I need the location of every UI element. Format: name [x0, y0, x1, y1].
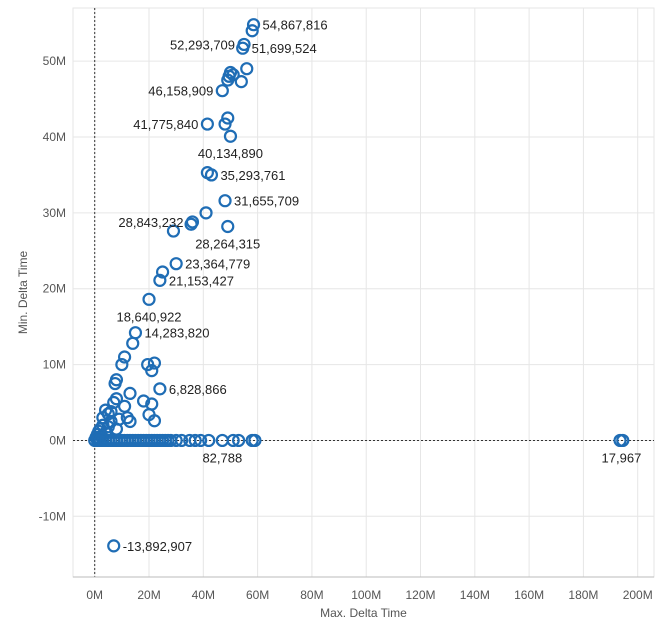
- data-label: 18,640,922: [116, 309, 181, 324]
- data-point: [184, 217, 198, 231]
- y-tick-label: 10M: [43, 358, 66, 372]
- x-tick-label: 0M: [86, 588, 103, 602]
- y-tick-label: 40M: [43, 130, 66, 144]
- data-point: [117, 350, 132, 364]
- data-point: [194, 433, 208, 448]
- data-point: [174, 433, 189, 448]
- y-tick-label: 50M: [43, 54, 66, 68]
- y-tick-label: 30M: [43, 206, 66, 220]
- data-point: [155, 265, 170, 279]
- data-point: [169, 433, 183, 448]
- data-label: 52,293,709: [170, 37, 235, 52]
- data-point: [166, 224, 181, 238]
- data-point: [218, 117, 232, 131]
- data-point: [234, 74, 248, 89]
- data-point: [199, 206, 213, 220]
- data-label: 41,775,840: [133, 117, 198, 132]
- data-label: 31,655,709: [234, 194, 299, 209]
- x-tick-label: 160M: [514, 588, 544, 602]
- y-axis-title: Min. Delta Time: [16, 250, 30, 334]
- x-tick-label: 20M: [137, 588, 160, 602]
- data-point: [248, 433, 262, 448]
- x-tick-label: 180M: [568, 588, 598, 602]
- data-label: -13,892,907: [123, 539, 192, 554]
- data-point: [218, 194, 232, 208]
- data-label: 35,293,761: [220, 168, 285, 183]
- data-point: [123, 414, 137, 429]
- data-point: [115, 357, 129, 372]
- data-point: [236, 41, 250, 55]
- data-point: [142, 292, 156, 306]
- x-tick-label: 120M: [405, 588, 435, 602]
- data-label: 21,153,427: [169, 273, 234, 288]
- data-point: [221, 219, 235, 234]
- data-label: 23,364,779: [185, 257, 250, 272]
- data-point: [108, 376, 122, 391]
- y-tick-label: -10M: [39, 509, 66, 523]
- data-point: [221, 73, 235, 87]
- data-label: 28,843,232: [118, 215, 183, 230]
- x-tick-label: 80M: [300, 588, 323, 602]
- data-point: [147, 414, 162, 428]
- data-point: [136, 394, 151, 408]
- data-point: [215, 84, 229, 98]
- data-label: 51,699,524: [252, 41, 317, 56]
- data-label: 28,264,315: [195, 236, 260, 251]
- data-point: [126, 336, 140, 350]
- plot-area: [72, 7, 655, 578]
- data-point: [104, 405, 118, 419]
- data-point: [147, 356, 162, 370]
- data-point: [153, 382, 167, 396]
- data-point: [616, 433, 630, 448]
- data-point: [188, 433, 202, 448]
- x-tick-label: 200M: [623, 588, 653, 602]
- data-point: [202, 433, 216, 448]
- data-point: [226, 433, 240, 448]
- data-label: 6,828,866: [169, 382, 227, 397]
- y-tick-label: 0M: [49, 433, 66, 447]
- data-point: [169, 257, 183, 271]
- data-label: 40,134,890: [198, 146, 263, 161]
- x-tick-label: 60M: [246, 588, 269, 602]
- data-point: [200, 117, 214, 131]
- data-point: [204, 168, 219, 182]
- data-label: 82,788: [202, 450, 242, 465]
- x-tick-label: 100M: [351, 588, 381, 602]
- data-point: [246, 18, 261, 32]
- data-point: [123, 386, 137, 401]
- x-tick-label: 140M: [460, 588, 490, 602]
- data-point: [223, 129, 238, 143]
- data-point: [107, 539, 121, 553]
- data-label: 46,158,909: [148, 84, 213, 99]
- x-tick-label: 40M: [192, 588, 215, 602]
- data-point: [232, 433, 246, 448]
- x-axis-title: Max. Delta Time: [320, 606, 407, 620]
- data-point: [145, 364, 159, 378]
- data-label: 17,967: [602, 450, 642, 465]
- data-point: [245, 24, 259, 38]
- data-point: [153, 273, 167, 287]
- data-label: 54,867,816: [263, 18, 328, 33]
- data-point: [221, 111, 235, 125]
- data-label: 14,283,820: [144, 326, 209, 341]
- y-tick-label: 20M: [43, 282, 66, 296]
- data-point: [240, 62, 254, 76]
